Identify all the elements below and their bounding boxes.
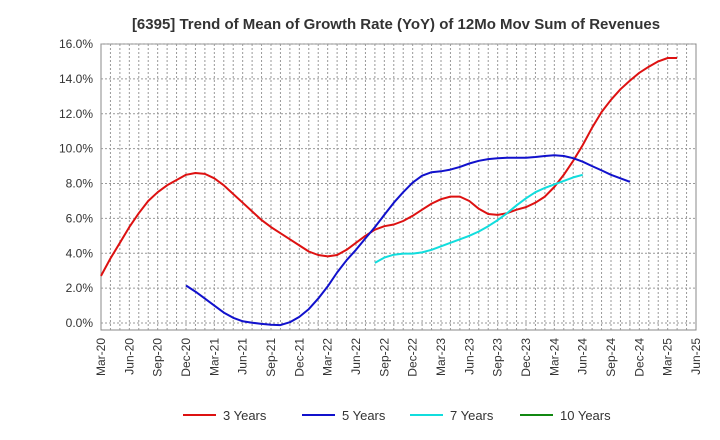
x-tick-label: Jun-23 [462,338,476,375]
x-tick-label: Sep-21 [264,338,278,377]
legend-label: 7 Years [450,408,494,423]
x-tick-label: Sep-24 [604,338,618,377]
x-tick-label: Jun-20 [122,338,136,375]
x-tick-label: Jun-22 [349,338,363,375]
y-tick-label: 4.0% [66,246,94,260]
legend: 3 Years 5 Years 7 Years 10 Years [183,408,611,423]
x-tick-label: Mar-20 [94,338,108,376]
x-tick-label: Jun-21 [236,338,250,375]
x-tick-label: Dec-24 [632,338,646,377]
y-tick-label: 14.0% [59,72,93,86]
plot-area [100,43,697,331]
x-tick-label: Mar-23 [434,338,448,376]
series-line-5-years [185,154,631,327]
y-tick-label: 8.0% [66,177,94,191]
x-tick-label: Mar-24 [547,338,561,376]
y-tick-label: 12.0% [59,107,93,121]
series-line-7-years [374,173,583,264]
legend-label: 10 Years [560,408,611,423]
legend-label: 5 Years [342,408,386,423]
x-tick-label: Dec-22 [406,338,420,377]
series-lines [100,57,678,327]
x-axis: Mar-20 Jun-20 Sep-20 Dec-20 Mar-21 Jun-21 Sep-… [94,338,703,377]
series-line-3-years [100,57,678,277]
x-tick-label: Dec-23 [519,338,533,377]
y-tick-label: 6.0% [66,211,94,225]
x-tick-label: Jun-25 [689,338,703,375]
x-tick-label: Sep-22 [377,338,391,377]
x-tick-label: Mar-22 [321,338,335,376]
x-tick-label: Sep-20 [151,338,165,377]
x-tick-label: Jun-24 [576,338,590,375]
x-tick-label: Mar-25 [661,338,675,376]
y-axis: 0.0% 2.0% 4.0% 6.0% 8.0% 10.0% 12.0% 14.0% 16.0% [59,37,93,330]
y-tick-label: 10.0% [59,142,93,156]
legend-label: 3 Years [223,408,267,423]
y-tick-label: 0.0% [66,316,94,330]
y-tick-label: 16.0% [59,37,93,51]
y-tick-label: 2.0% [66,281,94,295]
x-tick-label: Sep-23 [491,338,505,377]
x-tick-label: Mar-21 [207,338,221,376]
x-tick-label: Dec-20 [179,338,193,377]
x-tick-label: Dec-21 [292,338,306,377]
chart-title: [6395] Trend of Mean of Growth Rate (YoY… [132,16,660,33]
